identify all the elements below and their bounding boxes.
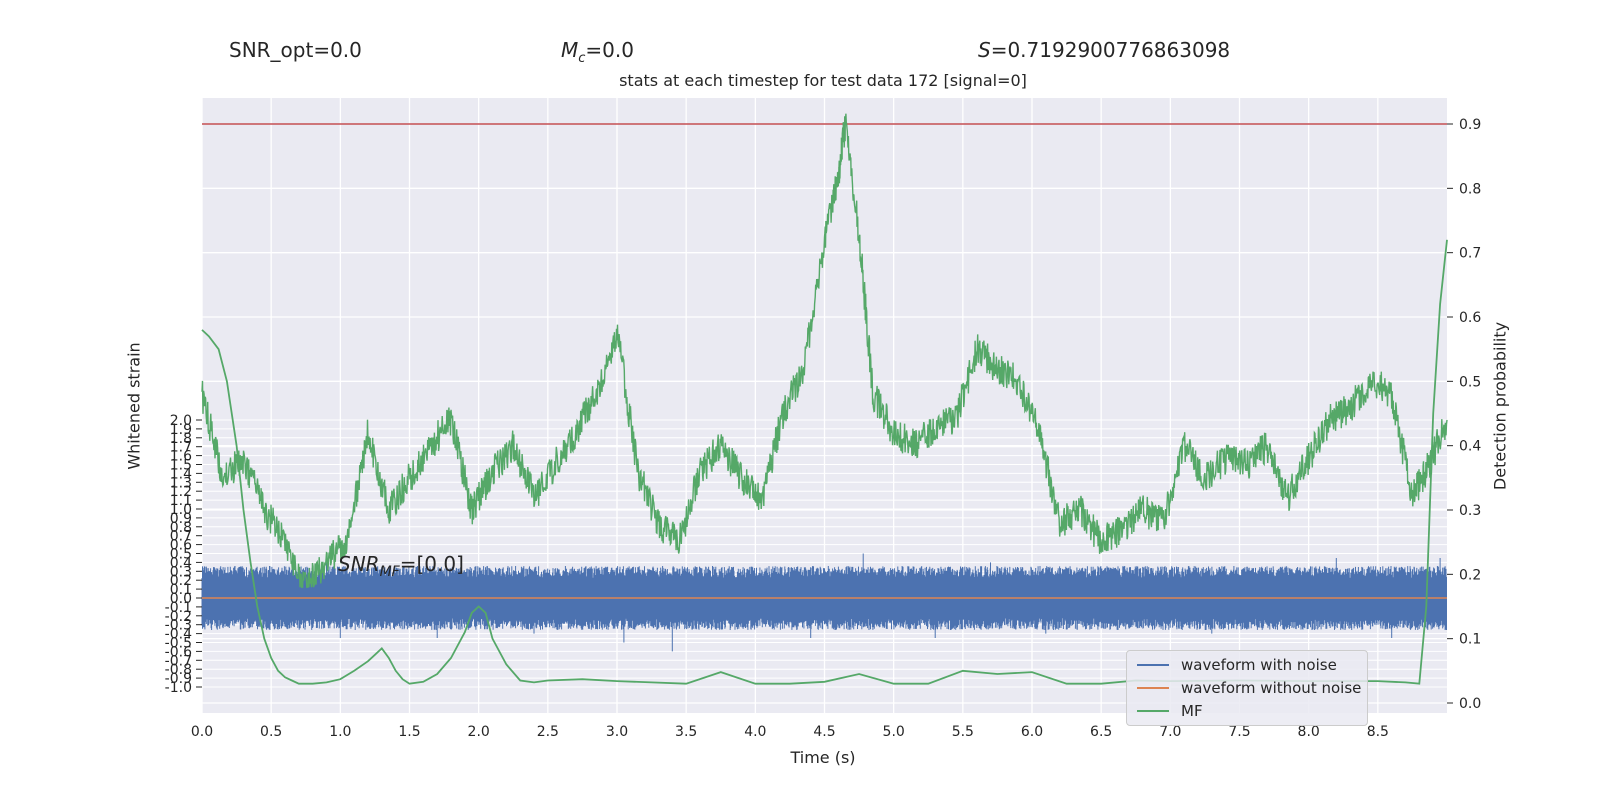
left-tick-label: 0.8 [170, 520, 192, 536]
x-axis-label: Time (s) [790, 748, 856, 767]
chirp-mass-label: Mc=0.0 [561, 38, 634, 66]
left-tick-label: 0.6 [170, 538, 192, 554]
legend-swatch-clean [1137, 687, 1169, 689]
x-tick-label: 5.0 [883, 724, 905, 740]
x-tick-label: 2.0 [468, 724, 490, 740]
right-tick-label: 0.2 [1459, 567, 1481, 583]
right-tick-label: 0.4 [1459, 439, 1481, 455]
left-tick-label: 1.7 [170, 440, 192, 456]
snr-mf-symbol: SNR [338, 552, 380, 576]
x-tick-label: 3.0 [606, 724, 628, 740]
s-symbol: S [978, 38, 991, 62]
x-tick-label: 5.5 [952, 724, 974, 740]
left-tick-label: -0.2 [165, 609, 192, 625]
detection-probability-line [201, 113, 1448, 588]
mc-value: =0.0 [585, 38, 634, 62]
mf-line [201, 239, 1448, 685]
left-tick-label: -0.3 [165, 618, 192, 634]
x-tick-label: 3.5 [675, 724, 697, 740]
left-tick-label: -0.1 [165, 600, 192, 616]
right-tick-label: 0.8 [1459, 181, 1481, 197]
legend-item-clean: waveform without noise [1137, 678, 1361, 698]
left-tick-label: 0.1 [170, 582, 192, 598]
right-tick-label: 0.3 [1459, 503, 1481, 519]
left-tick-label: 1.9 [170, 422, 192, 438]
left-tick-label: 2.0 [170, 413, 192, 429]
score-label: S=0.7192900776863098 [978, 38, 1230, 62]
left-tick-label: -0.9 [165, 671, 192, 687]
x-tick-label: 2.5 [537, 724, 559, 740]
snr-mf-annotation: SNRMF=[0.0] [338, 552, 464, 580]
mc-subscript: c [578, 51, 586, 66]
right-tick-label: 0.1 [1459, 632, 1481, 648]
left-tick-label: 1.1 [170, 493, 192, 509]
x-tick-label: 4.5 [813, 724, 835, 740]
left-axis-label: Whitened strain [124, 342, 144, 470]
left-tick-label: -0.8 [165, 662, 192, 678]
legend-label-noise: waveform with noise [1181, 656, 1337, 674]
grid [201, 98, 1447, 713]
left-tick-label: 1.3 [170, 475, 192, 491]
left-axis-ticks: -1.0-0.9-0.8-0.7-0.6-0.5-0.4-0.3-0.2-0.1… [165, 413, 202, 696]
x-axis-ticks: 0.0 0.5 1.0 1.5 2.0 2.5 3.0 3.5 4.0 4.5 5.0 5.5 6.0 6… [191, 724, 1389, 740]
legend-label-clean: waveform without noise [1181, 679, 1362, 697]
left-tick-label: 0.5 [170, 547, 192, 563]
line-series [201, 113, 1448, 685]
snr-opt-label: SNR_opt=0.0 [229, 38, 362, 62]
left-tick-label: -0.4 [165, 627, 192, 643]
x-tick-label: 1.5 [398, 724, 420, 740]
legend-swatch-noise [1137, 664, 1169, 666]
x-tick-label: 0.0 [191, 724, 213, 740]
legend-item-noise: waveform with noise [1137, 655, 1337, 675]
left-tick-label: 1.4 [170, 466, 192, 482]
x-tick-label: 7.0 [1159, 724, 1181, 740]
mc-symbol: M [561, 38, 579, 62]
left-tick-label: 0.7 [170, 529, 192, 545]
chart-title: stats at each timestep for test data 172… [619, 71, 1027, 90]
left-tick-label: 1.8 [170, 431, 192, 447]
legend: waveform with noise waveform without noi… [1126, 650, 1368, 726]
left-tick-label: -0.6 [165, 644, 192, 660]
left-tick-label: 0.3 [170, 564, 192, 580]
legend-item-mf: MF [1137, 701, 1203, 721]
x-tick-label: 0.5 [260, 724, 282, 740]
s-value: =0.7192900776863098 [990, 38, 1231, 62]
snr-mf-value: =[0.0] [399, 552, 464, 576]
left-tick-label: -0.5 [165, 636, 192, 652]
left-tick-label: 1.0 [170, 502, 192, 518]
x-tick-label: 4.0 [744, 724, 766, 740]
left-tick-label: 0.9 [170, 511, 192, 527]
left-tick-label: 0.2 [170, 573, 192, 589]
left-tick-label: 1.2 [170, 484, 192, 500]
right-axis-ticks: 0.0 0.1 0.2 0.3 0.4 0.5 0.6 0.7 0.8 0.9 [1447, 117, 1481, 712]
left-tick-label: -1.0 [165, 680, 192, 696]
right-tick-label: 0.6 [1459, 310, 1481, 326]
x-tick-label: 1.0 [329, 724, 351, 740]
left-tick-label: 1.6 [170, 449, 192, 465]
left-tick-label: 0.0 [170, 591, 192, 607]
right-tick-label: 0.5 [1459, 374, 1481, 390]
x-tick-label: 7.5 [1228, 724, 1250, 740]
left-tick-label: -0.7 [165, 653, 192, 669]
legend-swatch-mf [1137, 710, 1169, 712]
x-tick-label: 8.5 [1367, 724, 1389, 740]
left-tick-label: 0.4 [170, 555, 192, 571]
x-tick-label: 6.5 [1090, 724, 1112, 740]
right-axis-label: Detection probability [1490, 321, 1510, 491]
right-tick-label: 0.7 [1459, 246, 1481, 262]
x-tick-label: 8.0 [1298, 724, 1320, 740]
legend-label-mf: MF [1181, 702, 1203, 720]
snr-mf-subscript: MF [379, 564, 400, 580]
right-tick-label: 0.0 [1459, 696, 1481, 712]
right-tick-label: 0.9 [1459, 117, 1481, 133]
x-tick-label: 6.0 [1021, 724, 1043, 740]
left-tick-label: 1.5 [170, 458, 192, 474]
